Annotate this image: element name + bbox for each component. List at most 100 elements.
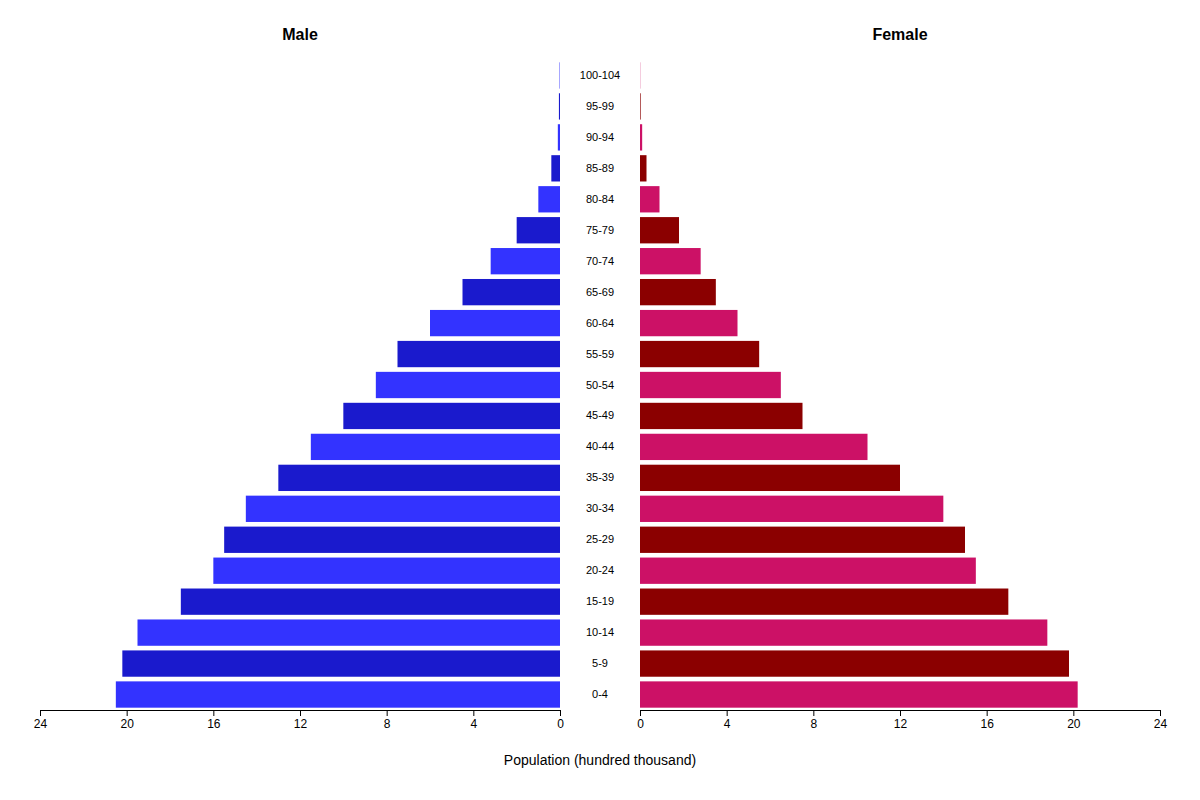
tick-mark: [560, 710, 561, 716]
tick-mark: [387, 710, 388, 716]
chart-svg: 04812162024Male04812162024Female0-45-910…: [0, 0, 1200, 800]
tick: 45-49: [586, 409, 614, 421]
bar: [640, 372, 781, 398]
tick: 4: [470, 710, 477, 731]
tick: 12: [294, 710, 308, 731]
tick-label: 8: [810, 717, 817, 731]
tick: 70-74: [586, 255, 614, 267]
tick: 16: [207, 710, 221, 731]
bar: [640, 341, 759, 367]
bar: [640, 217, 679, 243]
bar: [213, 558, 560, 584]
bar: [278, 465, 560, 491]
bar: [640, 124, 642, 150]
bar: [640, 496, 943, 522]
x-axis: 0 4 8 12 16 20 24: [637, 710, 1167, 731]
tick-label: 24: [34, 717, 48, 731]
tick-mark: [813, 710, 814, 716]
bar: [551, 155, 560, 181]
tick-mark: [127, 710, 128, 716]
bars: [116, 62, 560, 707]
bar: [311, 434, 560, 460]
bar: [640, 403, 803, 429]
tick-mark: [300, 710, 301, 716]
tick: 20-24: [586, 564, 614, 576]
tick-mark: [640, 710, 641, 716]
tick: 16: [980, 710, 994, 731]
tick: 30-34: [586, 502, 614, 514]
bar: [640, 279, 716, 305]
x-axis-title: Population (hundred thousand): [504, 752, 696, 768]
tick-mark: [727, 710, 728, 716]
bar: [640, 155, 647, 181]
category-label: 100-104: [580, 69, 620, 81]
bar: [181, 589, 560, 615]
tick: 20: [1067, 710, 1081, 731]
tick-label: 12: [894, 717, 908, 731]
tick-mark: [473, 710, 474, 716]
tick-mark: [900, 710, 901, 716]
bar: [491, 248, 560, 274]
axis-line: [41, 711, 561, 717]
bar: [640, 248, 701, 274]
tick: 60-64: [586, 317, 614, 329]
bar: [116, 681, 560, 707]
category-label: 75-79: [586, 224, 614, 236]
tick: 24: [34, 710, 48, 731]
bar: [138, 619, 561, 645]
tick: 20: [120, 710, 134, 731]
tick-mark: [1073, 710, 1074, 716]
category-label: 80-84: [586, 193, 614, 205]
bar: [517, 217, 560, 243]
category-label: 70-74: [586, 255, 614, 267]
tick: 55-59: [586, 348, 614, 360]
tick: 10-14: [586, 626, 614, 638]
category-label: 0-4: [592, 688, 608, 700]
tick: 5-9: [592, 657, 608, 669]
bar: [463, 279, 561, 305]
category-label: 50-54: [586, 379, 614, 391]
tick-label: 16: [980, 717, 994, 731]
axis-line: [641, 711, 1161, 717]
category-label: 5-9: [592, 657, 608, 669]
tick: 85-89: [586, 162, 614, 174]
tick: 4: [724, 710, 731, 731]
category-label: 90-94: [586, 131, 614, 143]
tick-label: 0: [637, 717, 644, 731]
tick-label: 12: [294, 717, 308, 731]
tick: 95-99: [586, 100, 614, 112]
tick: 0: [557, 710, 564, 731]
category-label: 55-59: [586, 348, 614, 360]
bar: [558, 124, 560, 150]
tick-mark: [40, 710, 41, 716]
tick-label: 24: [1154, 717, 1168, 731]
bar: [343, 403, 560, 429]
tick: 0-4: [592, 688, 608, 700]
bar: [640, 589, 1008, 615]
tick-mark: [213, 710, 214, 716]
tick: 12: [894, 710, 908, 731]
bar: [376, 372, 560, 398]
tick: 40-44: [586, 440, 614, 452]
tick: 8: [384, 710, 391, 731]
bar: [430, 310, 560, 336]
tick-label: 20: [1067, 717, 1081, 731]
bar: [559, 93, 560, 119]
tick: 35-39: [586, 471, 614, 483]
tick: 24: [1154, 710, 1168, 731]
category-label: 65-69: [586, 286, 614, 298]
bar: [224, 527, 560, 553]
bar: [640, 527, 965, 553]
bar: [398, 341, 561, 367]
tick: 15-19: [586, 595, 614, 607]
tick: 50-54: [586, 379, 614, 391]
category-axis: 0-45-910-1415-1920-2425-2930-3435-3940-4…: [580, 69, 620, 700]
tick: 0: [637, 710, 644, 731]
tick: 90-94: [586, 131, 614, 143]
bar: [640, 186, 660, 212]
bars: [640, 62, 1078, 707]
bar: [640, 650, 1069, 676]
tick-label: 20: [120, 717, 134, 731]
category-label: 40-44: [586, 440, 614, 452]
tick-mark: [1160, 710, 1161, 716]
